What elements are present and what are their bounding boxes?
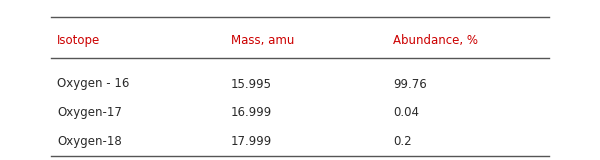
Text: Mass, amu: Mass, amu — [231, 34, 295, 47]
Text: 15.995: 15.995 — [231, 77, 272, 91]
Text: Isotope: Isotope — [57, 34, 100, 47]
Text: 17.999: 17.999 — [231, 135, 272, 148]
Text: 99.76: 99.76 — [393, 77, 427, 91]
Text: Abundance, %: Abundance, % — [393, 34, 478, 47]
Text: Oxygen - 16: Oxygen - 16 — [57, 77, 130, 91]
Text: 16.999: 16.999 — [231, 106, 272, 119]
Text: 0.2: 0.2 — [393, 135, 412, 148]
Text: Oxygen-18: Oxygen-18 — [57, 135, 122, 148]
Text: Oxygen-17: Oxygen-17 — [57, 106, 122, 119]
Text: 0.04: 0.04 — [393, 106, 419, 119]
